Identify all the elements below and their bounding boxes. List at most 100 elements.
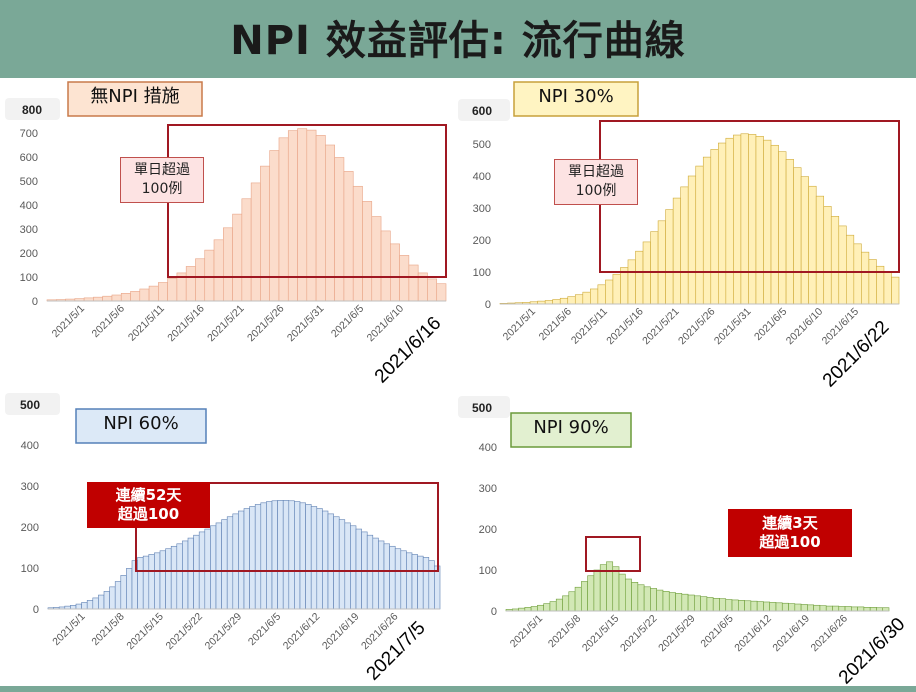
annotation-line-2: 超過100 — [117, 505, 180, 523]
ymax-label: 500 — [20, 398, 40, 412]
bar — [700, 596, 708, 612]
bar — [530, 606, 538, 612]
y-tick-label: 200 — [473, 235, 491, 247]
bar — [869, 607, 877, 612]
chart-label-npi-60: NPI 60% — [103, 413, 179, 434]
bar — [624, 578, 632, 612]
bar — [775, 602, 783, 612]
y-tick-label: 100 — [479, 565, 497, 577]
bar — [763, 601, 771, 612]
y-tick-label: 400 — [20, 200, 38, 212]
y-tick-label: 100 — [473, 267, 491, 279]
bar — [819, 605, 827, 612]
y-tick-label: 300 — [20, 224, 38, 236]
bar — [719, 598, 727, 612]
footer-bar — [0, 686, 916, 692]
y-tick-label: 0 — [33, 604, 39, 616]
bar — [662, 591, 670, 612]
x-tick-label: 2021/5/8 — [546, 613, 583, 650]
x-tick-label: 2021/6/19 — [770, 613, 812, 655]
bar — [800, 604, 808, 612]
bar — [712, 597, 720, 612]
y-tick-label: 0 — [32, 296, 38, 308]
bar — [781, 602, 789, 612]
chart-label-npi-30: NPI 30% — [538, 86, 614, 107]
bar — [549, 601, 557, 612]
x-tick-label: 2021/5/1 — [508, 613, 545, 650]
page-title: NPI 效益評估: 流行曲線 — [230, 18, 686, 64]
bar — [656, 589, 664, 612]
ymax-label: 500 — [472, 401, 492, 415]
bar — [581, 581, 588, 612]
bar — [568, 591, 576, 612]
bar — [637, 584, 645, 612]
bar — [694, 595, 701, 612]
ymax-box — [458, 396, 510, 418]
header-bar — [0, 0, 916, 78]
y-tick-label: 400 — [479, 442, 497, 454]
bar — [593, 569, 601, 612]
bar — [857, 606, 865, 612]
bar — [675, 593, 683, 612]
bar — [555, 598, 563, 612]
annotation-line-2: 超過100 — [759, 533, 821, 551]
bar — [643, 586, 651, 612]
bar — [744, 600, 752, 612]
annotation-line-2: 100例 — [575, 183, 617, 199]
bar — [687, 594, 695, 612]
annotation-line-1: 單日超過 — [568, 164, 624, 180]
x-tick-label: 2021/6/12 — [732, 613, 774, 655]
bar — [537, 604, 544, 612]
bar — [612, 566, 620, 612]
bar — [863, 607, 871, 612]
y-tick-label: 300 — [21, 481, 39, 493]
ymax-box — [458, 99, 510, 121]
x-tick-label: 2021/6/5 — [698, 613, 735, 650]
y-tick-label: 200 — [20, 248, 38, 260]
bar — [524, 607, 532, 612]
bar — [543, 603, 551, 612]
chart-label-npi-90: NPI 90% — [533, 417, 609, 438]
bar — [668, 592, 676, 612]
bar — [832, 605, 840, 612]
series-label-box — [510, 412, 632, 448]
ymax-box — [5, 98, 60, 120]
x-tick-label: 2021/6/26 — [809, 613, 851, 655]
annotation-npi-30: 單日超過 100例 — [554, 159, 638, 205]
y-tick-label: 500 — [473, 139, 491, 151]
y-tick-label: 400 — [21, 440, 39, 452]
bar — [750, 600, 758, 612]
bar — [807, 604, 814, 612]
y-tick-label: 700 — [20, 128, 38, 140]
y-tick-label: 400 — [473, 171, 491, 183]
y-tick-label: 200 — [21, 522, 39, 534]
series-label-box — [513, 81, 639, 117]
bar — [606, 561, 614, 612]
annotation-line-1: 單日超過 — [134, 162, 190, 178]
y-tick-label: 300 — [479, 483, 497, 495]
bar — [738, 600, 745, 612]
ymax-label: 600 — [472, 104, 492, 118]
bar — [851, 606, 858, 612]
bar — [725, 599, 733, 612]
bar — [788, 603, 796, 612]
x-tick-label: 2021/5/15 — [580, 613, 622, 655]
y-tick-label: 0 — [491, 606, 497, 618]
bar — [756, 601, 764, 612]
ymax-label: 800 — [22, 103, 42, 117]
bar — [825, 605, 833, 612]
bar — [794, 603, 802, 612]
y-tick-label: 200 — [479, 524, 497, 536]
y-tick-label: 600 — [20, 152, 38, 164]
x-tick-label: 2021/5/29 — [656, 613, 698, 655]
x-tick-label: 2021/5/22 — [618, 613, 660, 655]
bar — [813, 604, 821, 612]
bar — [562, 595, 570, 612]
y-tick-label: 0 — [485, 299, 491, 311]
bar — [574, 586, 582, 612]
chart-label-no-npi: 無NPI 措施 — [90, 86, 180, 107]
bar — [618, 573, 626, 612]
